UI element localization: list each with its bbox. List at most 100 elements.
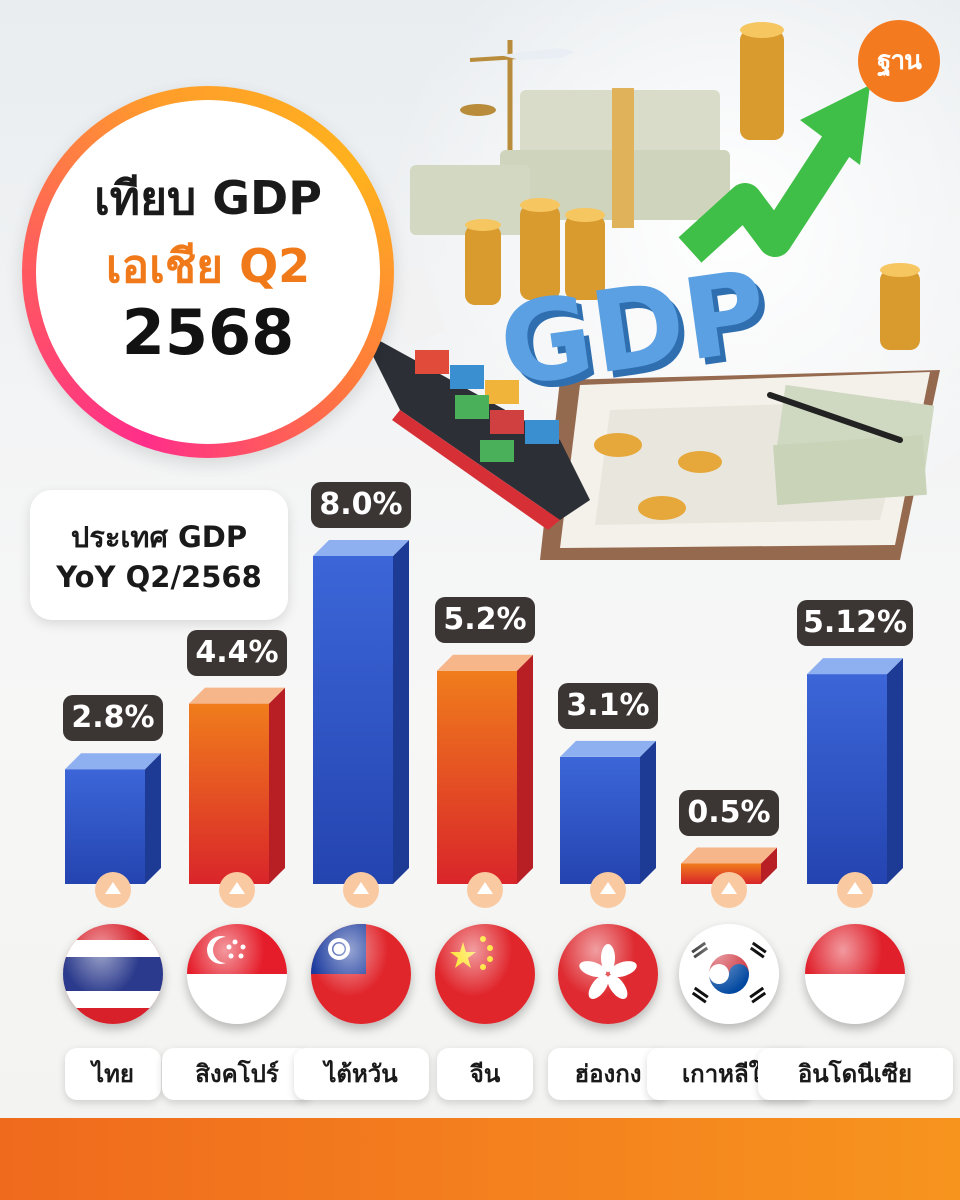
bar-3 (313, 540, 409, 884)
bar-side (640, 740, 656, 884)
flag-gloss (679, 924, 779, 1024)
bar-top (807, 658, 903, 675)
bar-top (65, 753, 161, 770)
title-badge: เทียบ GDP เอเชีย Q2 2568 (36, 100, 380, 444)
up-arrow-icon (219, 872, 255, 908)
airplane-icon (500, 48, 575, 60)
footer-bar (0, 1118, 960, 1200)
trend-arrow-icon (678, 130, 855, 263)
coin-top (565, 208, 605, 222)
chart-legend: ประเทศ GDP YoY Q2/2568 (30, 490, 288, 620)
ship-hull-red (392, 410, 560, 530)
title-line-3: 2568 (121, 296, 295, 369)
category-label-1: ไทย (65, 1048, 161, 1100)
coin-stack (880, 270, 920, 350)
bar-side (761, 847, 777, 884)
thailand-flag-icon (63, 924, 163, 1024)
container (525, 420, 559, 444)
bar-top (437, 654, 533, 671)
taiwan-flag-icon (311, 924, 411, 1024)
coin (678, 451, 722, 473)
trend-arrow-head (800, 85, 870, 165)
coin-top (880, 263, 920, 277)
bar-side (393, 540, 409, 884)
singapore-flag-icon (187, 924, 287, 1024)
scale-pan (460, 104, 496, 116)
coin (638, 496, 686, 520)
money-band (612, 88, 634, 228)
bar-5 (560, 740, 656, 884)
bar-top (681, 847, 777, 864)
coin-stack (565, 215, 605, 300)
bar-7 (807, 658, 903, 884)
bar-top (313, 540, 409, 556)
coin-top (520, 198, 560, 212)
money-stack (410, 165, 530, 235)
flag-gloss (805, 924, 905, 1024)
up-arrow-icon (343, 872, 379, 908)
banknote (773, 434, 927, 506)
china-flag-icon (435, 924, 535, 1024)
bar-front (560, 756, 640, 884)
bar-front (313, 556, 393, 884)
container (455, 395, 489, 419)
bar-front (437, 670, 517, 884)
value-label-4: 5.2% (435, 596, 535, 643)
coin-stack (740, 30, 784, 140)
category-label-3: ไต้หวัน (293, 1048, 429, 1100)
bar-1 (65, 753, 161, 884)
value-label-3: 8.0% (311, 482, 411, 528)
coin-stack (520, 205, 560, 300)
title-line-1: เทียบ GDP (94, 171, 322, 225)
flag-gloss (63, 924, 163, 1024)
hongkong-flag-icon (558, 924, 658, 1024)
bar-4 (437, 654, 533, 884)
flag-gloss (187, 924, 287, 1024)
bar-front (807, 674, 887, 884)
title-line-2: เอเชีย Q2 (105, 239, 311, 293)
category-label-2: สิงคโปร์ (162, 1048, 312, 1100)
pen-icon (767, 392, 903, 443)
container (485, 380, 519, 404)
category-label-7: อินโดนีเซีย (757, 1048, 953, 1100)
coin-stack (465, 225, 501, 305)
value-label-2: 4.4% (187, 629, 287, 676)
container (480, 440, 514, 462)
container (450, 365, 484, 389)
flag-gloss (558, 924, 658, 1024)
publisher-logo: ฐาน (858, 20, 940, 102)
value-label-6: 0.5% (679, 789, 779, 836)
flag-gloss (435, 924, 535, 1024)
bar-top (560, 740, 656, 757)
legend-line-1: ประเทศ GDP (70, 520, 248, 554)
legend-line-2: YoY Q2/2568 (56, 560, 262, 594)
up-arrow-icon (837, 872, 873, 908)
bar-side (269, 687, 285, 884)
ship-bridge (384, 265, 446, 345)
container (490, 410, 524, 434)
up-arrow-icon (95, 872, 131, 908)
value-label-7: 5.12% (797, 600, 913, 647)
bar-side (517, 654, 533, 884)
up-arrow-icon (711, 872, 747, 908)
flag-gloss (311, 924, 411, 1024)
hero-illustration: GDP GDP (360, 22, 940, 560)
up-arrow-icon (590, 872, 626, 908)
coin-top (740, 22, 784, 38)
bar-top (189, 687, 285, 704)
bar-front (189, 703, 269, 884)
ship-hull (360, 330, 590, 520)
coin (594, 433, 642, 457)
coin-top (465, 219, 501, 231)
container (415, 350, 449, 374)
category-label-4: จีน (437, 1048, 533, 1100)
up-arrow-icon (467, 872, 503, 908)
value-label-1: 2.8% (63, 695, 163, 742)
southkorea-flag-icon (679, 924, 779, 1024)
value-label-5: 3.1% (558, 682, 658, 729)
indonesia-flag-icon (805, 924, 905, 1024)
bar-front (65, 769, 145, 884)
bar-side (887, 658, 903, 884)
